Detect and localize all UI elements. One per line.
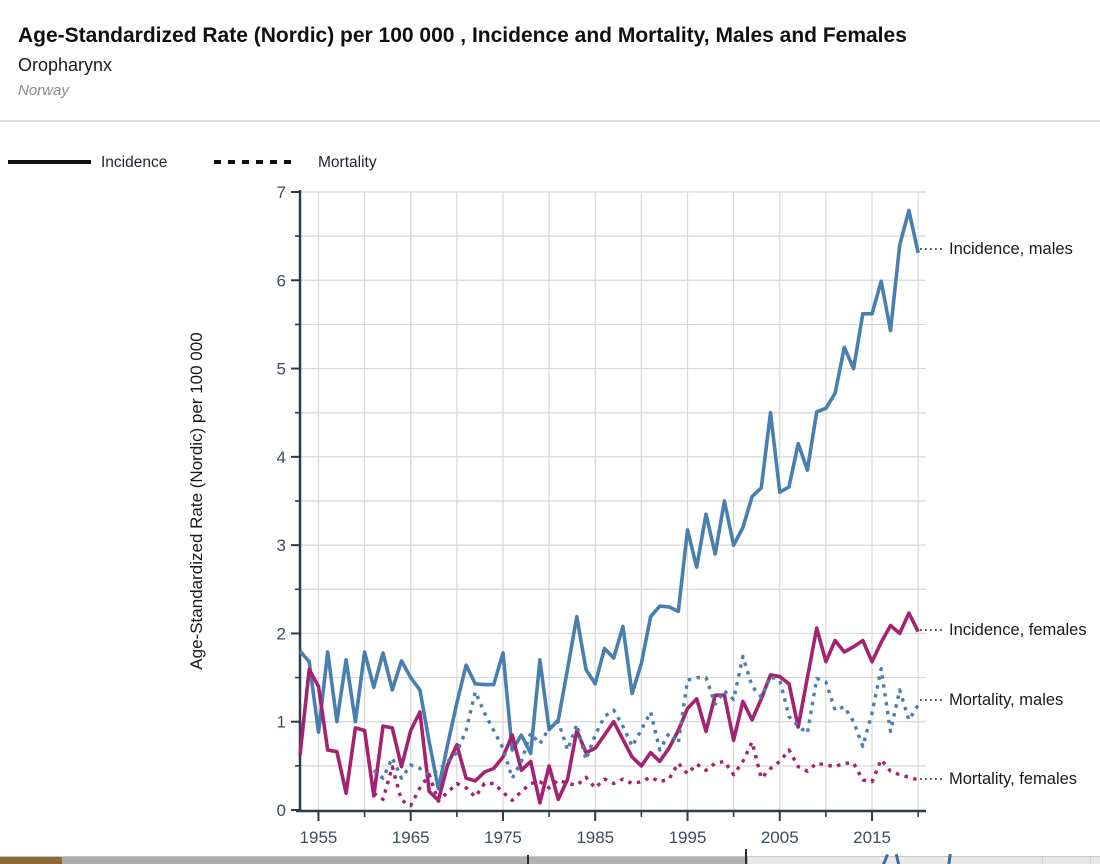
next-chart-line-fragment xyxy=(894,853,901,864)
series-annotations: Incidence, males Incidence, females Mort… xyxy=(920,240,1087,788)
x-tick-label: 1955 xyxy=(300,828,338,847)
y-tick-label: 3 xyxy=(277,536,286,555)
next-chart-line-fragment xyxy=(947,853,952,864)
next-chart-axis-mark xyxy=(527,855,529,864)
next-chart-gridline xyxy=(1090,857,1091,864)
chart-header: Age-Standardized Rate (Nordic) per 100 0… xyxy=(0,0,1100,122)
y-tick-label: 7 xyxy=(277,183,286,202)
y-tick-label: 1 xyxy=(277,713,286,732)
strip-segment xyxy=(527,857,748,864)
series-incidence-females xyxy=(298,611,920,805)
y-tick-label: 6 xyxy=(277,271,286,290)
series-lines xyxy=(298,208,920,808)
annotation-incidence-males: Incidence, males xyxy=(949,240,1073,258)
cancer-site-subtitle: Oropharynx xyxy=(18,55,113,75)
y-tick-label: 5 xyxy=(277,360,286,379)
annotation-mortality-males: Mortality, males xyxy=(949,691,1063,709)
y-tick-label: 2 xyxy=(277,624,286,643)
x-tick-label: 1965 xyxy=(392,828,430,847)
y-tick-label: 4 xyxy=(277,448,286,467)
line-chart: Incidence Mortality Age-Standardized Rat… xyxy=(8,154,1087,847)
x-tick-label: 2005 xyxy=(761,828,799,847)
partial-next-section-strip xyxy=(0,849,1100,864)
y-tick-label: 0 xyxy=(277,801,286,820)
x-tick-label: 2015 xyxy=(853,828,891,847)
page-title: Age-Standardized Rate (Nordic) per 100 0… xyxy=(18,24,907,47)
next-chart-line-fragment xyxy=(882,853,889,864)
axes: 0 1 2 3 4 5 6 7 1955 1965 1975 1985 1995 2005 2015 xyxy=(277,183,926,847)
gridlines xyxy=(300,191,926,810)
legend-incidence-label: Incidence xyxy=(101,154,167,171)
x-tick-label: 1975 xyxy=(484,828,522,847)
x-tick-label: 1995 xyxy=(669,828,707,847)
y-axis-title: Age-Standardized Rate (Nordic) per 100 0… xyxy=(187,332,206,669)
series-incidence-males xyxy=(298,208,920,791)
strip-segment-light xyxy=(748,853,1100,864)
next-chart-gridline xyxy=(1042,857,1043,864)
legend-mortality-label: Mortality xyxy=(318,154,377,171)
x-tick-label: 1985 xyxy=(576,828,614,847)
region-label: Norway xyxy=(18,82,69,99)
scrollbar-thumb[interactable] xyxy=(0,857,62,864)
annotation-incidence-females: Incidence, females xyxy=(949,621,1087,639)
annotation-mortality-females: Mortality, females xyxy=(949,770,1077,788)
series-mortality-females xyxy=(372,740,919,808)
chart-legend: Incidence Mortality xyxy=(8,154,377,171)
next-chart-axis-mark xyxy=(745,849,747,864)
